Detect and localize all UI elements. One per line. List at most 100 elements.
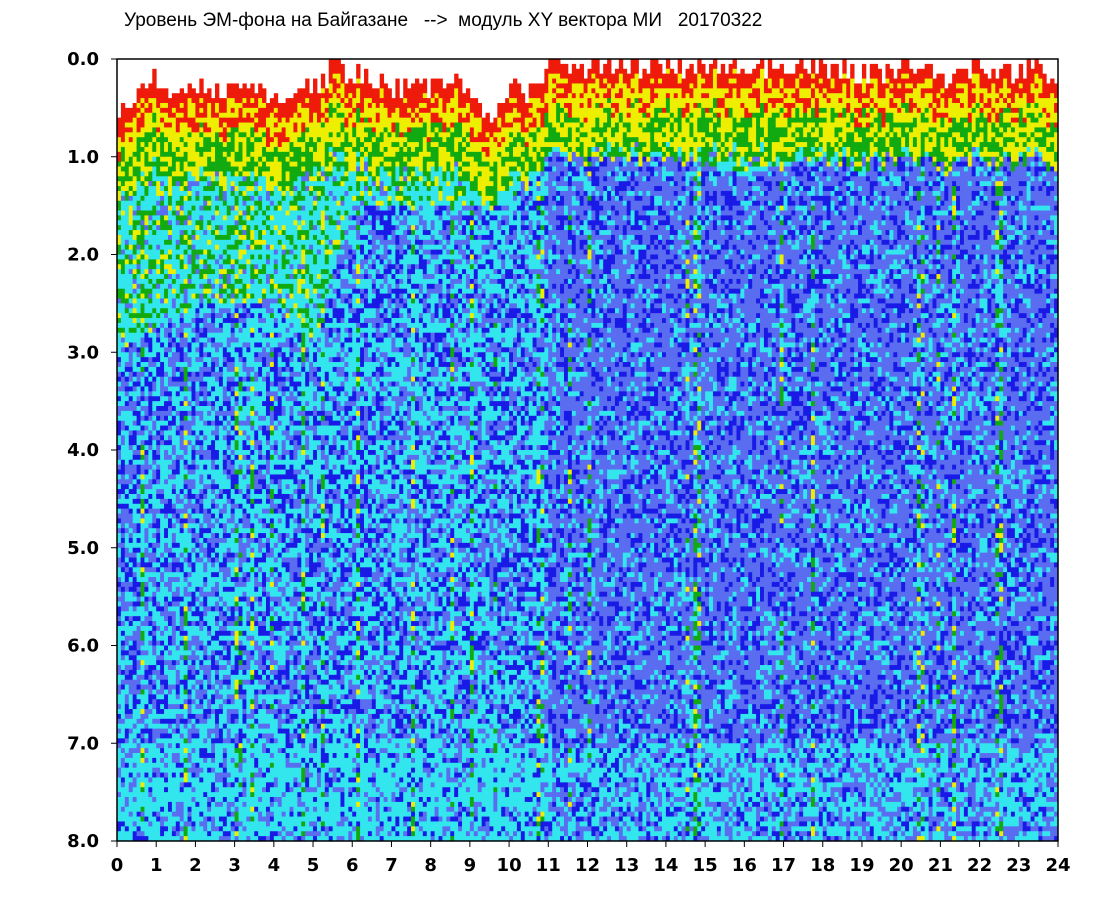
heatmap-cell xyxy=(176,264,180,269)
heatmap-cell xyxy=(172,377,176,382)
heatmap-cell xyxy=(172,137,176,142)
heatmap-cell xyxy=(137,264,141,269)
heatmap-cell xyxy=(137,357,141,362)
heatmap-cell xyxy=(141,724,145,729)
heatmap-cell xyxy=(148,680,152,685)
heatmap-cell xyxy=(144,821,148,826)
heatmap-cell xyxy=(121,333,125,338)
heatmap-cell xyxy=(176,274,180,279)
heatmap-cell xyxy=(164,553,168,558)
heatmap-cell xyxy=(168,704,172,709)
heatmap-cell xyxy=(152,215,156,220)
heatmap-cell xyxy=(168,440,172,445)
heatmap-cell xyxy=(172,220,176,225)
heatmap-cell xyxy=(129,636,133,641)
heatmap-cell xyxy=(152,719,156,724)
heatmap-cell xyxy=(156,724,160,729)
heatmap-cell xyxy=(160,357,164,362)
heatmap-cell xyxy=(133,426,137,431)
heatmap-cell xyxy=(148,748,152,753)
heatmap-cell xyxy=(172,631,176,636)
heatmap-cell xyxy=(144,88,148,93)
heatmap-cell xyxy=(137,303,141,308)
heatmap-cell xyxy=(121,641,125,646)
heatmap-cell xyxy=(144,426,148,431)
heatmap-cell xyxy=(137,127,141,132)
heatmap-cell xyxy=(160,235,164,240)
heatmap-cell xyxy=(176,435,180,440)
heatmap-cell xyxy=(172,347,176,352)
heatmap-cell xyxy=(168,274,172,279)
heatmap-cell xyxy=(156,548,160,553)
heatmap-cell xyxy=(133,689,137,694)
heatmap-cell xyxy=(160,484,164,489)
heatmap-cell xyxy=(164,118,168,123)
heatmap-cell xyxy=(137,211,141,216)
heatmap-cell xyxy=(137,352,141,357)
heatmap-cell xyxy=(121,342,125,347)
heatmap-cell xyxy=(144,768,148,773)
heatmap-cell xyxy=(160,176,164,181)
heatmap-cell xyxy=(176,137,180,142)
heatmap-cell xyxy=(152,509,156,514)
heatmap-cell xyxy=(164,396,168,401)
heatmap-cell xyxy=(125,611,129,616)
heatmap-cell xyxy=(144,606,148,611)
heatmap-cell xyxy=(152,416,156,421)
heatmap-cell xyxy=(152,675,156,680)
heatmap-cell xyxy=(156,264,160,269)
heatmap-cell xyxy=(137,118,141,123)
heatmap-cell xyxy=(137,377,141,382)
heatmap-cell xyxy=(141,357,145,362)
heatmap-cell xyxy=(125,318,129,323)
heatmap-cell xyxy=(148,181,152,186)
heatmap-cell xyxy=(168,738,172,743)
heatmap-cell xyxy=(141,504,145,509)
heatmap-cell xyxy=(125,743,129,748)
heatmap-cell xyxy=(137,807,141,812)
heatmap-cell xyxy=(172,533,176,538)
heatmap-cell xyxy=(121,396,125,401)
heatmap-cell xyxy=(129,582,133,587)
heatmap-cell xyxy=(148,426,152,431)
heatmap-cell xyxy=(152,123,156,128)
heatmap-cell xyxy=(164,748,168,753)
heatmap-cell xyxy=(148,494,152,499)
heatmap-cell xyxy=(129,504,133,509)
heatmap-cell xyxy=(156,225,160,230)
heatmap-cell xyxy=(144,553,148,558)
heatmap-cell xyxy=(176,294,180,299)
heatmap-cell xyxy=(164,416,168,421)
heatmap-cell xyxy=(160,831,164,836)
heatmap-cell xyxy=(160,665,164,670)
heatmap-cell xyxy=(168,98,172,103)
heatmap-cell xyxy=(152,430,156,435)
heatmap-cell xyxy=(164,685,168,690)
heatmap-cell xyxy=(137,450,141,455)
heatmap-cell xyxy=(141,88,145,93)
heatmap-cell xyxy=(125,274,129,279)
heatmap-cell xyxy=(121,401,125,406)
heatmap-cell xyxy=(129,333,133,338)
heatmap-cell xyxy=(125,201,129,206)
heatmap-cell xyxy=(168,719,172,724)
heatmap-cell xyxy=(125,709,129,714)
heatmap-cell xyxy=(160,147,164,152)
heatmap-column xyxy=(152,69,156,842)
heatmap-cell xyxy=(156,132,160,137)
heatmap-cell xyxy=(141,773,145,778)
heatmap-cell xyxy=(160,602,164,607)
heatmap-cell xyxy=(144,714,148,719)
heatmap-cell xyxy=(125,132,129,137)
heatmap-cell xyxy=(168,191,172,196)
heatmap-cell xyxy=(160,675,164,680)
heatmap-cell xyxy=(125,181,129,186)
heatmap-column xyxy=(172,93,176,841)
heatmap-cell xyxy=(141,465,145,470)
heatmap-cell xyxy=(144,157,148,162)
heatmap-cell xyxy=(141,294,145,299)
heatmap-cell xyxy=(176,416,180,421)
heatmap-cell xyxy=(137,543,141,548)
heatmap-cell xyxy=(152,318,156,323)
